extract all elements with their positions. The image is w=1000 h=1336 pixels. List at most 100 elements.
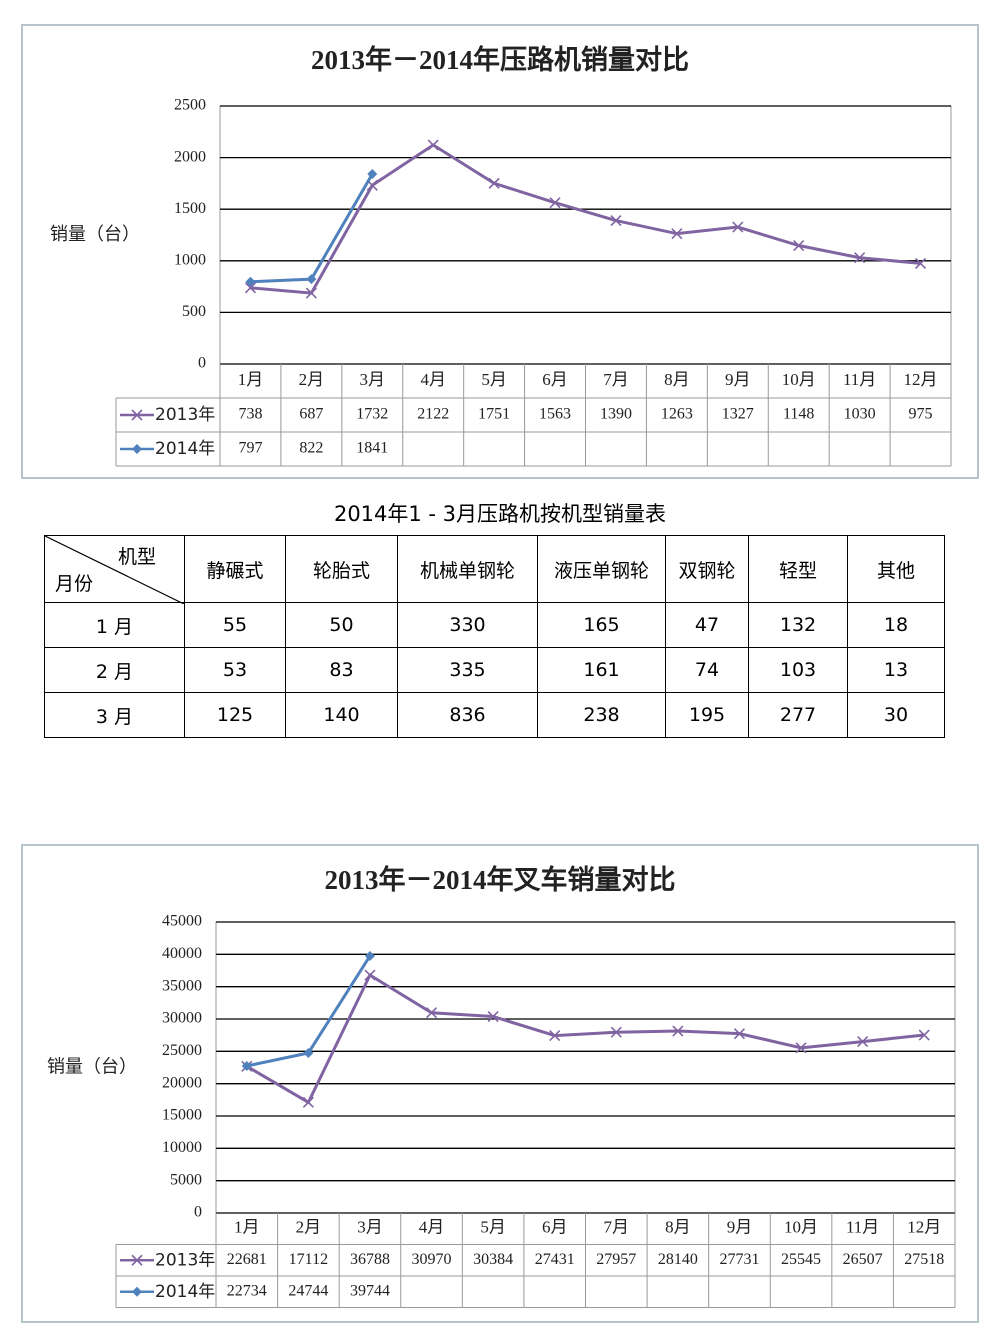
marker-x — [918, 1029, 930, 1041]
marker-x — [302, 1096, 314, 1108]
marker-x — [131, 409, 143, 421]
data-table-value: 36788 — [350, 1251, 390, 1268]
table-cell: 330 — [397, 602, 538, 648]
table-cell: 195 — [665, 692, 749, 738]
data-table-value: 1148 — [783, 406, 814, 423]
table-cell: 238 — [537, 692, 666, 738]
data-table-value: 27731 — [719, 1251, 759, 1268]
marker-x — [244, 282, 257, 294]
table-cell: 47 — [665, 602, 749, 648]
x-tick-label: 3月 — [360, 370, 386, 389]
table-cell: 74 — [665, 647, 749, 693]
data-table-value: 1263 — [661, 406, 693, 423]
table-cell: 30 — [847, 692, 945, 738]
column-header: 静碾式 — [184, 535, 286, 603]
table-cell: 165 — [537, 602, 666, 648]
series-line — [250, 143, 921, 295]
marker-x — [733, 1028, 746, 1040]
x-tick-label: 6月 — [542, 1218, 568, 1237]
y-tick-label: 20000 — [162, 1074, 202, 1091]
y-tick-label: 15000 — [162, 1107, 202, 1124]
marker-diamond — [132, 444, 142, 454]
marker-x — [549, 1030, 561, 1042]
data-table-value: 1751 — [478, 406, 510, 423]
x-tick-label: 3月 — [357, 1218, 383, 1237]
data-table-value: 22681 — [227, 1251, 267, 1268]
table-cell: 132 — [748, 602, 848, 648]
corner-top: 机型 — [117, 546, 156, 568]
corner-cell: 机型 月份 — [44, 535, 185, 604]
x-tick-label: 11月 — [846, 1218, 879, 1237]
marker-diamond — [364, 950, 375, 961]
table-cell: 836 — [397, 692, 538, 738]
marker-x — [305, 287, 317, 299]
marker-diamond — [306, 274, 317, 285]
x-tick-label: 1月 — [234, 1218, 260, 1237]
data-table-value: 822 — [299, 440, 323, 457]
marker-x — [131, 1254, 143, 1266]
marker-diamond — [241, 1060, 252, 1071]
column-header: 轻型 — [748, 535, 848, 603]
data-table-value: 1841 — [356, 440, 388, 457]
table-cell: 335 — [397, 647, 538, 693]
y-axis-label: 销量（台） — [47, 1057, 137, 1078]
x-tick-label: 8月 — [664, 370, 690, 389]
y-tick-label: 35000 — [162, 977, 202, 994]
data-table-value: 22734 — [227, 1282, 267, 1299]
data-table-value: 26507 — [843, 1251, 883, 1268]
x-tick-label: 12月 — [904, 370, 938, 389]
x-tick-label: 5月 — [481, 370, 507, 389]
table-title: 2014年1 - 3月压路机按机型销量表 — [333, 502, 667, 526]
marker-x — [425, 1007, 438, 1019]
marker-x — [671, 228, 683, 240]
y-tick-label: 500 — [182, 303, 206, 320]
y-tick-label: 0 — [194, 1204, 202, 1221]
data-table-value: 1327 — [722, 406, 754, 423]
row-label: 1 月 — [44, 602, 185, 648]
data-table-value: 25545 — [781, 1251, 821, 1268]
table-cell: 18 — [847, 602, 945, 648]
data-table-value: 39744 — [350, 1282, 390, 1299]
legend-label: 2013年 — [155, 1250, 215, 1270]
legend-label: 2014年 — [155, 439, 215, 459]
table-cell: 161 — [537, 647, 666, 693]
table-cell: 103 — [748, 647, 848, 693]
series-line — [246, 972, 925, 1105]
column-header: 液压单钢轮 — [537, 535, 666, 603]
x-tick-label: 1月 — [238, 370, 264, 389]
marker-x — [854, 252, 866, 264]
data-table-value: 24744 — [288, 1282, 328, 1299]
marker-x — [857, 1036, 869, 1048]
y-tick-label: 1500 — [174, 200, 206, 217]
y-tick-label: 2500 — [174, 97, 206, 114]
header-row: 机型 月份 静碾式 轮胎式 机械单钢轮 液压单钢轮 双钢轮 轻型 其他 — [44, 535, 945, 604]
row-label: 3 月 — [44, 692, 185, 738]
data-table-value: 975 — [909, 406, 933, 423]
x-tick-label: 7月 — [603, 370, 629, 389]
x-tick-label: 7月 — [604, 1218, 630, 1237]
marker-x — [488, 177, 500, 189]
table-cell: 277 — [748, 692, 848, 738]
column-header: 双钢轮 — [665, 535, 749, 603]
row-label: 2 月 — [44, 647, 185, 693]
marker-x — [672, 1025, 684, 1037]
table-row: 2 月 53 83 335 161 74 103 13 — [44, 647, 945, 693]
legend-label: 2013年 — [155, 405, 215, 425]
marker-x — [914, 257, 927, 269]
marker-diamond — [132, 1286, 142, 1297]
marker-diamond — [303, 1047, 314, 1058]
table-cell: 53 — [184, 647, 286, 693]
table-row: 3 月 125 140 836 238 195 277 30 — [44, 692, 945, 738]
data-table-value: 1563 — [539, 406, 571, 423]
marker-x — [549, 197, 561, 209]
column-header: 机械单钢轮 — [397, 535, 538, 603]
data-table-value: 27431 — [535, 1251, 575, 1268]
table-cell: 140 — [285, 692, 398, 738]
x-tick-label: 10月 — [784, 1218, 818, 1237]
sales-table: 机型 月份 静碾式 轮胎式 机械单钢轮 液压单钢轮 双钢轮 轻型 其他 1 月 55 50 330… — [44, 535, 945, 738]
marker-x — [364, 969, 376, 981]
x-tick-label: 5月 — [480, 1218, 506, 1237]
data-table-value: 2122 — [417, 406, 449, 423]
